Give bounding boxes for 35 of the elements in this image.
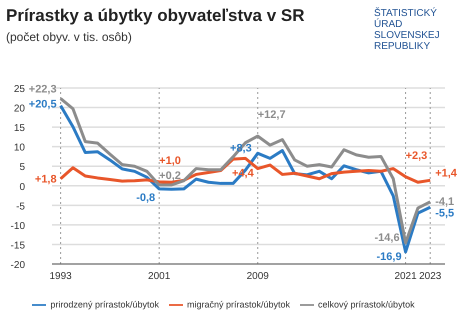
data-label: -14,6: [374, 232, 400, 244]
data-label: +12,7: [258, 109, 286, 122]
y-tick-label: -10: [10, 220, 26, 232]
x-tick-label: 1993: [50, 271, 72, 282]
x-tick-label: 2001: [148, 271, 171, 282]
data-label: +1,8: [34, 174, 57, 186]
y-tick-label: -20: [10, 260, 26, 271]
legend-label: prirodzený prírastok/úbytok: [50, 299, 159, 310]
data-label: +20,5: [28, 98, 57, 111]
x-tick-label: 2023: [419, 271, 442, 282]
chart-title: Prírastky a úbytky obyvateľstva v SR: [6, 6, 305, 26]
data-label: +1,4: [435, 167, 458, 180]
data-label: +0,2: [159, 170, 181, 182]
y-tick-label: 20: [14, 104, 26, 115]
x-tick-label: 2009: [246, 271, 270, 282]
data-label: +1,0: [159, 154, 181, 167]
y-tick-label: -15: [10, 240, 26, 252]
y-tick-label: 5: [19, 162, 26, 174]
data-label: -0,8: [136, 192, 156, 204]
data-label: -5,5: [435, 207, 454, 220]
y-tick-label: 0: [19, 182, 26, 193]
y-tick-label: 25: [14, 84, 26, 95]
y-tick-label: -5: [16, 201, 26, 212]
data-label: -4,1: [435, 196, 454, 208]
x-tick-label: 2021: [394, 271, 418, 282]
y-tick-label: 10: [14, 142, 26, 154]
chart-subtitle: (počet obyv. v tis. osôb): [6, 30, 132, 44]
text: ŠTATISTICKÝ ÚRAD SLOVENSKEJ REPUBLIKY: [374, 8, 441, 52]
y-tick-label: 15: [14, 123, 26, 134]
legend-label: migračný prírastok/úbytok: [186, 299, 290, 310]
data-label: +8,3: [230, 142, 252, 154]
legend-label: celkový prírastok/úbytok: [318, 299, 415, 310]
data-label: -16,9: [376, 250, 402, 263]
data-label: +2,3: [406, 150, 428, 162]
data-label: +22,3: [28, 84, 57, 96]
